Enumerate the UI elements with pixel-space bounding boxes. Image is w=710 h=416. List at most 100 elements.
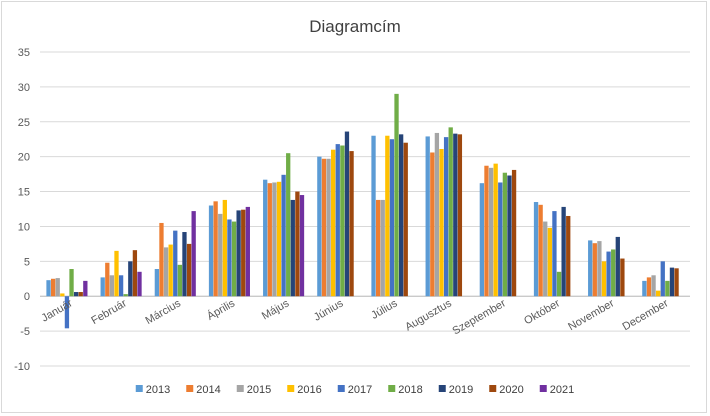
bar (488, 167, 494, 297)
y-tick-label: 20 (18, 152, 30, 164)
x-tick-label: Június (312, 297, 346, 324)
y-tick-label: -10 (14, 361, 30, 373)
bar (263, 179, 268, 297)
bar (208, 205, 214, 297)
x-tick-label: Február (89, 297, 129, 327)
bar (385, 135, 390, 297)
bar (371, 135, 376, 297)
bar (479, 183, 485, 297)
bar (168, 244, 173, 297)
bar (317, 156, 322, 297)
bar (430, 152, 435, 297)
legend-item: 2016 (287, 384, 322, 396)
bar (443, 137, 449, 297)
bar (493, 163, 498, 297)
bar (389, 139, 395, 297)
bar (646, 277, 652, 297)
bar (335, 144, 340, 297)
legend-swatch (489, 385, 497, 392)
bar (511, 169, 517, 297)
bar (457, 134, 463, 297)
chart-title: Diagramcím (309, 17, 401, 36)
bar (566, 215, 571, 297)
bar (425, 136, 430, 297)
bar (552, 211, 557, 297)
bar (245, 206, 250, 297)
bar (78, 292, 83, 297)
bar (502, 172, 508, 297)
bar (394, 93, 399, 297)
bar (231, 221, 237, 297)
bar (267, 183, 272, 297)
bar (132, 250, 138, 297)
bar (295, 191, 300, 297)
bar (538, 204, 543, 297)
legend-label: 2015 (247, 384, 271, 396)
bar (331, 149, 336, 297)
bar (60, 293, 65, 297)
y-axis-labels: -10 -5 0 5 10 15 20 25 30 35 (14, 47, 30, 373)
legend-swatch (539, 385, 547, 392)
bar (73, 292, 79, 297)
bar (498, 182, 503, 297)
legend-item: 2019 (438, 384, 473, 396)
bar (137, 271, 142, 297)
bar (163, 247, 169, 297)
bar (375, 199, 381, 297)
legend-item: 2014 (186, 384, 221, 396)
bar (227, 219, 232, 297)
x-tick-label: Július (369, 297, 400, 322)
bar (276, 181, 282, 297)
bar (114, 250, 119, 297)
legend-swatch (236, 385, 244, 392)
x-tick-label: Augusztus (403, 297, 454, 333)
bar (321, 158, 327, 297)
x-tick-label: November (566, 297, 616, 333)
bar (533, 202, 539, 297)
bar (100, 277, 105, 297)
legend-item: 2013 (135, 384, 170, 396)
bar (218, 213, 223, 297)
bar (241, 209, 246, 297)
bar (665, 280, 670, 297)
legend-swatch (337, 385, 345, 392)
legend: 2013 2014 2015 2016 2017 2018 2019 2020 2021 (135, 384, 574, 396)
x-tick-label: Január (39, 297, 74, 324)
y-tick-label: 0 (24, 291, 30, 303)
bar (597, 241, 602, 297)
bar (601, 261, 607, 297)
bar (674, 268, 679, 297)
bar (344, 131, 350, 297)
legend-item: 2021 (539, 384, 574, 396)
legend-item: 2017 (337, 384, 372, 396)
bar (50, 278, 56, 297)
bar (398, 134, 404, 297)
bar (290, 199, 295, 297)
bar (83, 280, 88, 297)
bar (615, 236, 620, 297)
x-tick-label: Május (260, 297, 292, 322)
x-tick-label: Április (205, 296, 238, 322)
bar (592, 243, 597, 297)
bar (349, 151, 354, 297)
bar (448, 127, 453, 297)
gridlines (40, 51, 690, 367)
bar (611, 249, 616, 297)
bar (434, 132, 440, 297)
bar (281, 174, 286, 297)
legend-swatch (135, 385, 143, 392)
legend-label: 2018 (398, 384, 422, 396)
bar (236, 210, 241, 297)
bar (660, 261, 665, 297)
bar (484, 165, 489, 297)
bar (561, 206, 566, 297)
bar (453, 133, 458, 297)
legend-label: 2019 (449, 384, 473, 396)
bar (656, 290, 661, 297)
y-tick-label: 5 (24, 256, 30, 268)
bar (123, 294, 128, 297)
bar (403, 142, 408, 297)
bar (69, 269, 74, 297)
